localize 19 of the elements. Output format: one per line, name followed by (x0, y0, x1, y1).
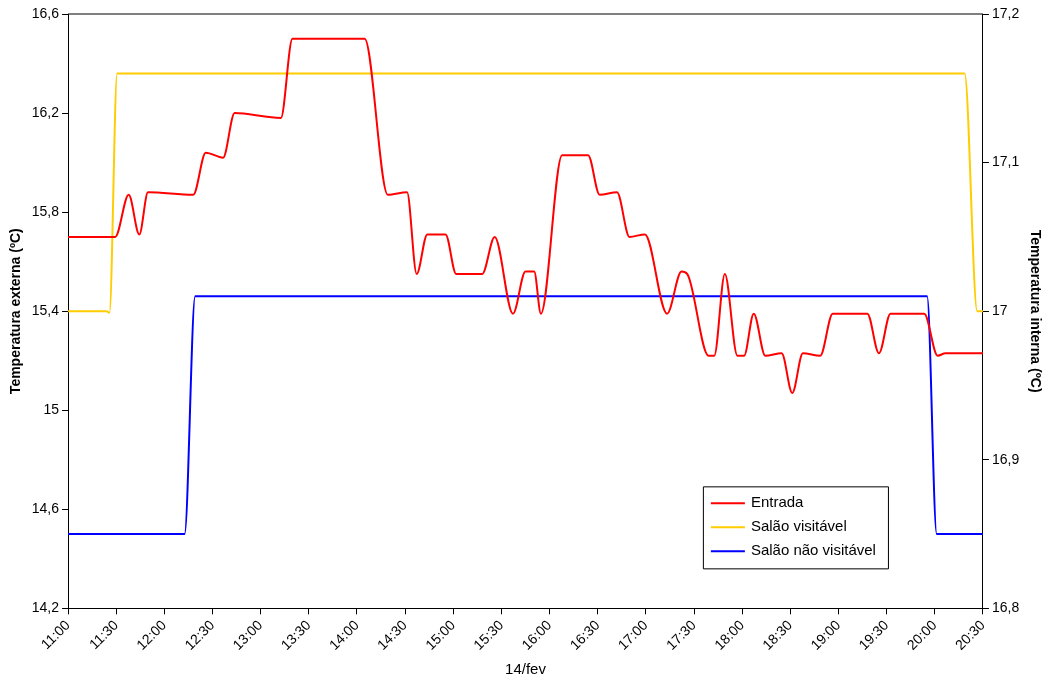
y-tick-label: 16,6 (31, 4, 60, 21)
y2-tick-label: 17,2 (991, 4, 1020, 21)
y2-tick-label: 17 (991, 302, 1008, 319)
y-tick-label: 15,4 (31, 302, 60, 319)
y2-axis-title: Temperatura interna (ºC) (1027, 229, 1044, 393)
legend-label: Salão visitável (750, 517, 847, 535)
x-axis-title: 14/fev (505, 660, 547, 678)
y-axis-title: Temperatura externa (ºC) (7, 228, 24, 395)
y-tick-label: 15,8 (31, 202, 60, 219)
legend-label: Salão não visitável (750, 541, 876, 559)
y-tick-label: 14,6 (31, 500, 60, 517)
y-tick-label: 15 (43, 401, 60, 418)
y2-tick-label: 16,9 (991, 450, 1020, 467)
legend-label: Entrada (750, 493, 805, 511)
y-tick-label: 16,2 (31, 103, 60, 120)
y2-tick-label: 17,1 (991, 153, 1020, 170)
line-series (68, 37, 983, 394)
y-tick-label: 14,2 (31, 599, 60, 616)
y2-tick-label: 16,8 (991, 599, 1020, 616)
